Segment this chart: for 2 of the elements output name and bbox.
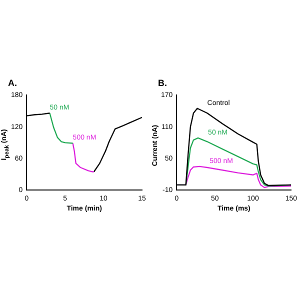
chart-title: A. xyxy=(8,78,17,88)
chart-title: B. xyxy=(158,78,167,88)
